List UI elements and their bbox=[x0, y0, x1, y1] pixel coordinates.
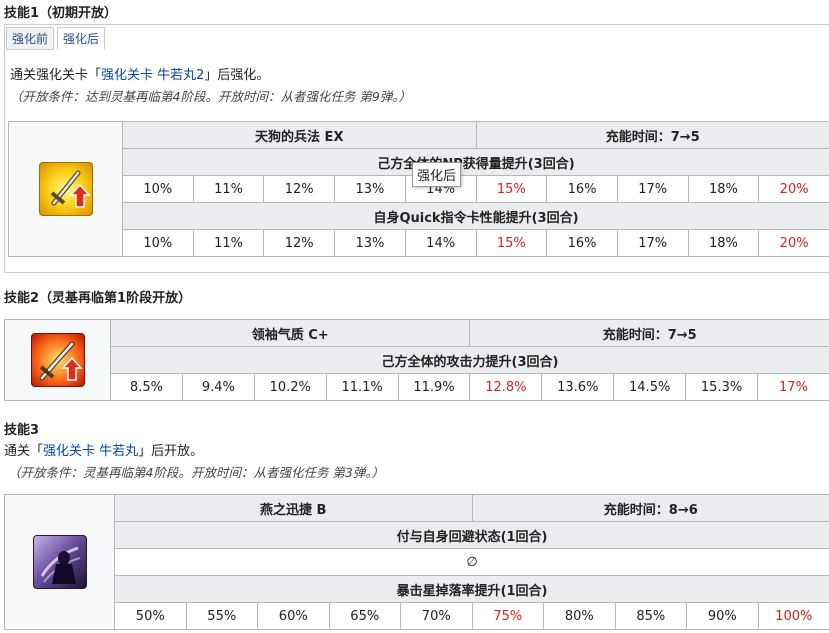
unlock-suffix: 」后强化。 bbox=[204, 68, 270, 83]
skill1-charge: 充能时间：7→5 bbox=[475, 121, 829, 149]
skill3-icon-cell bbox=[4, 494, 115, 630]
unlock-suffix: 」后开放。 bbox=[138, 444, 204, 459]
level-4-value: 11.1% bbox=[325, 373, 399, 401]
level-8-value: 85% bbox=[614, 602, 688, 630]
skill3-effect1-value: ∅ bbox=[113, 548, 829, 576]
skill2-heading: 技能2（灵基再临第1阶段开放） bbox=[4, 291, 192, 306]
level-6-value: 15% bbox=[475, 175, 548, 203]
level-6-value: 75% bbox=[471, 602, 545, 630]
level-10-value: 17% bbox=[757, 373, 829, 401]
level-2-value: 11% bbox=[192, 229, 265, 257]
level-7-value: 16% bbox=[546, 175, 618, 203]
level-3-value: 60% bbox=[257, 602, 330, 630]
skill1-table: 天狗的兵法 EX 充能时间：7→5 己方全体的NP获得量提升(3回合) 10% 1… bbox=[8, 121, 829, 257]
skill3-effect1: 付与自身回避状态(1回合) bbox=[113, 521, 829, 549]
skill1-unlock-text: 通关强化关卡「强化关卡 牛若丸2」后强化。 bbox=[10, 64, 269, 83]
level-3-value: 12% bbox=[263, 229, 336, 257]
level-2-value: 9.4% bbox=[181, 373, 255, 401]
level-8-value: 17% bbox=[616, 175, 689, 203]
level-7-value: 80% bbox=[543, 602, 616, 630]
skill1-effect2: 自身Quick指令卡性能提升(3回合) bbox=[122, 202, 829, 230]
level-3-value: 10.2% bbox=[253, 373, 327, 401]
skill1-icon-cell bbox=[8, 121, 123, 257]
level-8-value: 17% bbox=[616, 229, 689, 257]
sword-np-up-icon bbox=[38, 162, 93, 216]
tooltip: 强化后 bbox=[412, 162, 462, 187]
skill3-heading: 技能3 bbox=[4, 423, 40, 438]
level-6-value: 15% bbox=[475, 229, 548, 257]
skill1-heading: 技能1（初期开放） bbox=[4, 6, 118, 21]
skill2-charge: 充能时间：7→5 bbox=[469, 319, 829, 347]
unlock-prefix: 通关「 bbox=[4, 444, 44, 459]
level-5-value: 70% bbox=[400, 602, 473, 630]
skill2-table: 领袖气质 C+ 充能时间：7→5 己方全体的攻击力提升(3回合) 8.5% 9.4… bbox=[4, 319, 829, 401]
level-7-value: 13.6% bbox=[541, 373, 615, 401]
level-10-value: 20% bbox=[758, 229, 829, 257]
level-4-value: 65% bbox=[328, 602, 401, 630]
skill2-name: 领袖气质 C+ bbox=[109, 319, 471, 347]
skill3-table: 燕之迅捷 B 充能时间：8→6 付与自身回避状态(1回合) ∅ 暴击星掉落率提升… bbox=[4, 494, 829, 630]
level-5-value: 14% bbox=[404, 229, 477, 257]
evade-icon bbox=[32, 535, 87, 589]
level-4-value: 13% bbox=[334, 175, 406, 203]
level-3-value: 12% bbox=[263, 175, 336, 203]
skill1-tabs: 强化前 强化后 bbox=[6, 27, 106, 50]
skill3-charge: 充能时间：8→6 bbox=[471, 494, 829, 522]
upgrade-quest-link[interactable]: 强化关卡 牛若丸2 bbox=[101, 68, 205, 83]
level-1-value: 50% bbox=[114, 602, 187, 630]
skill1-effect1: 己方全体的NP获得量提升(3回合) bbox=[122, 148, 829, 176]
skill1-condition: （开放条件：达到灵基再临第4阶段。开放时间：从者强化任务 第9弹。） bbox=[10, 89, 412, 104]
level-1-value: 8.5% bbox=[110, 373, 183, 401]
level-6-value: 12.8% bbox=[469, 373, 543, 401]
level-5-value: 11.9% bbox=[397, 373, 471, 401]
level-2-value: 11% bbox=[192, 175, 265, 203]
level-10-value: 20% bbox=[758, 175, 829, 203]
skill1-name: 天狗的兵法 EX bbox=[122, 121, 477, 149]
level-4-value: 13% bbox=[334, 229, 406, 257]
skill2-effect1: 己方全体的攻击力提升(3回合) bbox=[110, 346, 829, 374]
level-7-value: 16% bbox=[546, 229, 618, 257]
level-9-value: 90% bbox=[686, 602, 759, 630]
level-9-value: 18% bbox=[687, 175, 760, 203]
level-10-value: 100% bbox=[757, 602, 829, 630]
tab-after-upgrade[interactable]: 强化后 bbox=[57, 27, 106, 50]
level-8-value: 14.5% bbox=[613, 373, 687, 401]
unlock-prefix: 通关强化关卡「 bbox=[10, 68, 102, 83]
level-9-value: 15.3% bbox=[685, 373, 759, 401]
level-1-value: 10% bbox=[122, 175, 194, 203]
level-1-value: 10% bbox=[122, 229, 194, 257]
skill1-tab-panel bbox=[4, 24, 829, 273]
sword-attack-up-icon bbox=[30, 333, 85, 387]
skill3-name: 燕之迅捷 B bbox=[114, 494, 473, 522]
level-9-value: 18% bbox=[687, 229, 760, 257]
upgrade-quest-link[interactable]: 强化关卡 牛若丸 bbox=[43, 444, 139, 459]
skill3-unlock-text: 通关「强化关卡 牛若丸」后开放。 bbox=[4, 440, 203, 459]
skill2-icon-cell bbox=[4, 319, 111, 401]
tab-before-upgrade[interactable]: 强化前 bbox=[6, 27, 55, 50]
level-2-value: 55% bbox=[185, 602, 258, 630]
skill3-condition: （开放条件：灵基再临第4阶段。开放时间：从者强化任务 第3弹。） bbox=[8, 465, 385, 480]
skill3-effect2: 暴击星掉落率提升(1回合) bbox=[113, 575, 829, 603]
